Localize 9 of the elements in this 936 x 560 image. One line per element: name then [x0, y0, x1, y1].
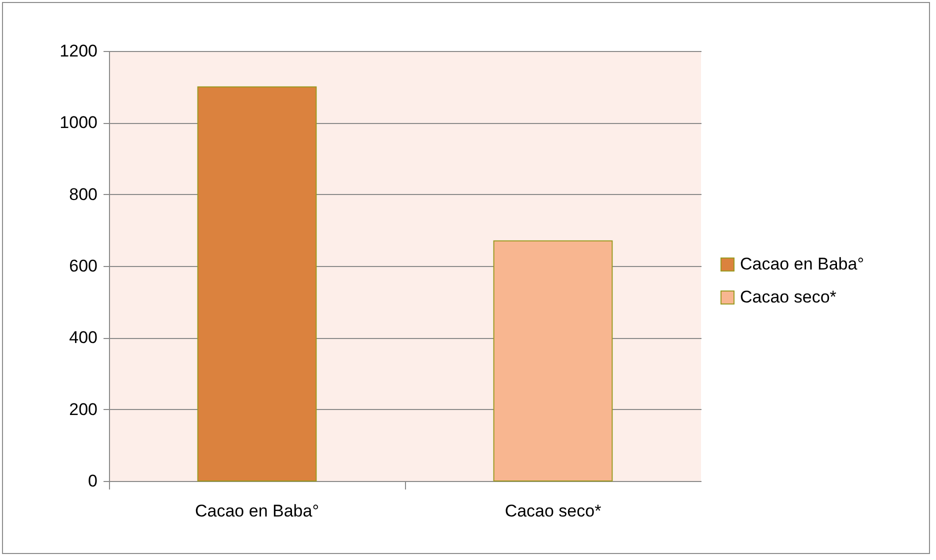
y-tick-label: 400 [69, 328, 98, 348]
y-tick-label: 800 [69, 184, 98, 204]
y-tick-label: 1200 [60, 42, 98, 60]
y-tick-label: 0 [88, 472, 98, 490]
legend-label: Cacao en Baba° [740, 254, 864, 274]
y-tick-label: 1000 [60, 113, 98, 132]
legend-label: Cacao seco* [740, 288, 837, 306]
y-tick-label: 200 [69, 400, 98, 419]
y-tick-label: 600 [69, 256, 98, 276]
